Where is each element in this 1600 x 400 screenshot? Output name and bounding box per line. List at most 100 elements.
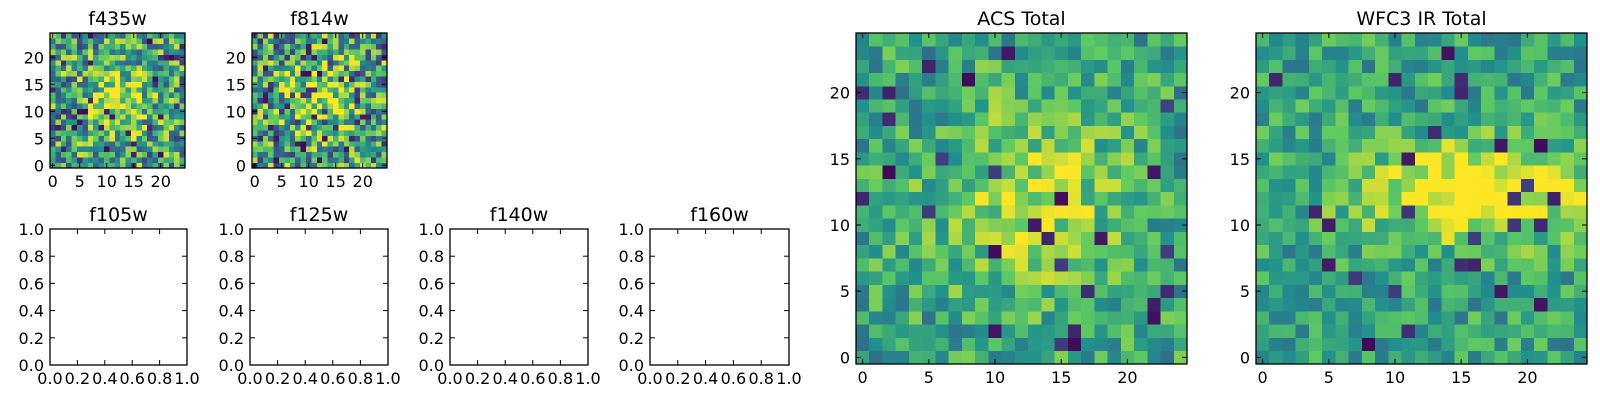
heatmap-cell [279, 43, 285, 50]
heatmap-cell [1269, 178, 1283, 193]
heatmap-cell [152, 103, 159, 109]
heatmap-cell [1014, 46, 1029, 60]
heatmap-cell [1041, 297, 1055, 312]
heatmap-cell [856, 324, 870, 338]
heatmap-cell [1120, 72, 1135, 87]
heatmap-cell [1269, 152, 1283, 166]
heatmap-cell [71, 49, 78, 55]
heatmap-cell [327, 141, 334, 147]
heatmap-cell [179, 97, 186, 104]
heatmap-cell [60, 124, 67, 131]
heatmap-cell [1507, 99, 1522, 113]
heatmap-cell [1414, 85, 1429, 100]
heatmap-cell [311, 151, 318, 158]
heatmap-cell [158, 135, 164, 142]
heatmap-cell [1494, 85, 1508, 100]
heatmap-cell [376, 60, 382, 66]
heatmap-cell [136, 114, 143, 120]
heatmap-cell [1256, 311, 1270, 325]
heatmap-cell [365, 119, 372, 126]
heatmap-cell [961, 324, 976, 338]
heatmap-cell [1441, 72, 1455, 87]
heatmap-cell [882, 205, 897, 219]
heatmap-cell [55, 43, 62, 50]
heatmap-cell [1520, 46, 1535, 60]
heatmap-cell [370, 60, 377, 66]
heatmap-cell [289, 135, 296, 142]
heatmap-cell [1414, 297, 1429, 312]
heatmap-cell [1147, 99, 1161, 113]
heatmap-cell [316, 38, 323, 45]
heatmap-cell [1454, 311, 1469, 325]
heatmap-cell [365, 97, 372, 104]
y-tick-label: 0.4 [19, 302, 44, 321]
heatmap-cell [988, 205, 1002, 219]
heatmap-cell [869, 178, 883, 193]
heatmap-cell [333, 157, 339, 163]
heatmap-cell [1335, 258, 1349, 272]
heatmap-cell [381, 76, 388, 82]
heatmap-cell [360, 108, 366, 115]
heatmap-cell [50, 157, 56, 163]
heatmap-cell [370, 146, 377, 153]
heatmap-cell [338, 157, 345, 163]
heatmap-cell [50, 87, 56, 93]
x-tick-label: 1.0 [375, 369, 400, 388]
heatmap-cell [1067, 138, 1082, 153]
heatmap-cell [1388, 33, 1402, 47]
heatmap-cell [1388, 152, 1402, 166]
heatmap-cell [1375, 244, 1389, 259]
heatmap-cell [856, 152, 870, 166]
heatmap-cell [1134, 244, 1148, 259]
heatmap-cell [1081, 191, 1095, 206]
heatmap-cell [87, 70, 94, 77]
heatmap-cell [273, 49, 280, 55]
heatmap-cell [174, 157, 180, 163]
heatmap-cell [338, 97, 345, 104]
heatmap-cell [141, 135, 148, 142]
heatmap-cell [1120, 258, 1135, 272]
heatmap-cell [1547, 337, 1561, 352]
heatmap-cell [82, 33, 89, 39]
heatmap-cell [365, 151, 372, 158]
heatmap-cell [882, 165, 897, 179]
heatmap-cell [268, 157, 274, 163]
heatmap-cell [1067, 33, 1082, 47]
heatmap-cell [1361, 350, 1376, 365]
heatmap-cell [66, 151, 72, 158]
heatmap-cell [1014, 231, 1029, 246]
heatmap-cell [354, 146, 361, 153]
heatmap-cell [1081, 138, 1095, 153]
heatmap-cell [284, 151, 291, 158]
heatmap-cell [1401, 85, 1416, 100]
heatmap-cell [1173, 72, 1188, 87]
heatmap-cell [1375, 165, 1389, 179]
heatmap-cell [381, 146, 388, 153]
heatmap-cell [948, 271, 963, 285]
heatmap-cell [322, 130, 328, 136]
heatmap-cell [279, 151, 285, 158]
heatmap-cell [1256, 46, 1270, 60]
heatmap-cell [158, 76, 164, 82]
heatmap-cell [869, 99, 883, 113]
heatmap-cell [66, 76, 72, 82]
x-tick-label: 0.2 [465, 369, 490, 388]
x-tick-label: 0.4 [492, 369, 517, 388]
heatmap-cell [268, 135, 274, 142]
heatmap-cell [1361, 112, 1376, 126]
heatmap-cell [327, 87, 334, 93]
heatmap-cell [268, 103, 274, 109]
heatmap-cell [1067, 297, 1082, 312]
heatmap-cell [114, 151, 121, 158]
heatmap-cell [360, 119, 366, 126]
heatmap-cell [1308, 311, 1323, 325]
heatmap-cell [316, 60, 323, 66]
heatmap-cell [136, 38, 143, 45]
heatmap-cell [125, 130, 132, 136]
heatmap-cell [354, 162, 361, 169]
heatmap-cell [295, 33, 301, 39]
heatmap-cell [71, 38, 78, 45]
heatmap-cell [136, 43, 143, 50]
heatmap-cell [71, 108, 78, 115]
heatmap-cell [1094, 59, 1108, 74]
